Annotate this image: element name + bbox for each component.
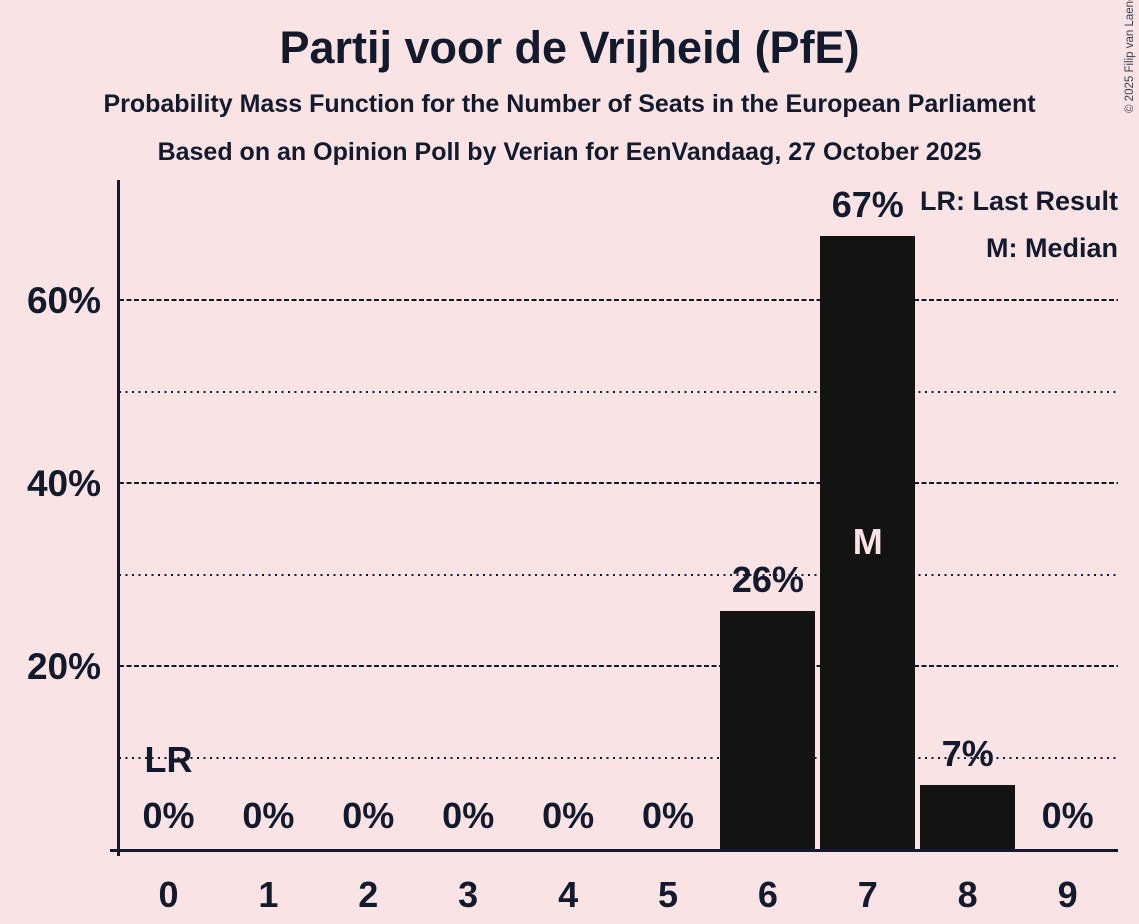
chart-title: Partij voor de Vrijheid (PfE) xyxy=(279,22,860,73)
bar-value-label-4: 0% xyxy=(542,795,595,836)
y-tick-label-60: 60% xyxy=(26,280,101,321)
bar-value-label-2: 0% xyxy=(342,795,395,836)
bar-value-label-5: 0% xyxy=(641,795,695,836)
y-axis-line xyxy=(117,180,120,856)
y-tick-label-20: 20% xyxy=(26,646,101,687)
gridline-dotted-30 xyxy=(119,573,1118,576)
x-tick-label-6: 6 xyxy=(757,874,778,915)
last-result-label: LR xyxy=(144,739,193,780)
x-tick-label-5: 5 xyxy=(657,874,679,915)
bar-value-label-0: 0% xyxy=(142,795,195,836)
x-tick-label-3: 3 xyxy=(458,874,479,915)
bar-seats-8 xyxy=(920,784,1016,849)
bar-value-label-7: 67% xyxy=(831,183,904,225)
median-label: M xyxy=(852,521,883,563)
bar-seats-6 xyxy=(720,611,816,849)
bar-value-label-9: 0% xyxy=(1041,795,1094,836)
x-tick-label-8: 8 xyxy=(957,874,978,915)
bar-value-label-1: 0% xyxy=(242,795,295,836)
x-tick-label-7: 7 xyxy=(857,874,878,915)
gridline-dotted-50 xyxy=(119,390,1118,393)
x-tick-label-2: 2 xyxy=(358,874,379,915)
legend-median: M: Median xyxy=(986,233,1118,263)
x-tick-label-4: 4 xyxy=(558,874,579,915)
chart-subtitle-1: Probability Mass Function for the Number… xyxy=(103,90,1036,118)
x-axis-line xyxy=(110,849,1118,852)
bar-value-label-8: 7% xyxy=(941,732,994,774)
gridline-dashed-40 xyxy=(119,482,1118,484)
bar-seats-7 xyxy=(820,235,916,849)
gridline-dotted-10 xyxy=(119,756,1118,759)
gridline-dashed-20 xyxy=(119,665,1118,667)
x-tick-label-1: 1 xyxy=(258,874,279,915)
bar-value-label-6: 26% xyxy=(731,559,804,601)
bar-value-label-3: 0% xyxy=(442,795,495,836)
chart-subtitle-2: Based on an Opinion Poll by Verian for E… xyxy=(157,138,982,166)
y-tick-label-40: 40% xyxy=(26,463,101,504)
copyright-text: © 2025 Filip van Laenen xyxy=(1124,0,1136,113)
x-tick-label-0: 0 xyxy=(158,874,179,915)
gridline-dashed-60 xyxy=(119,299,1118,301)
legend-last-result: LR: Last Result xyxy=(919,186,1118,216)
x-tick-label-9: 9 xyxy=(1057,874,1078,915)
